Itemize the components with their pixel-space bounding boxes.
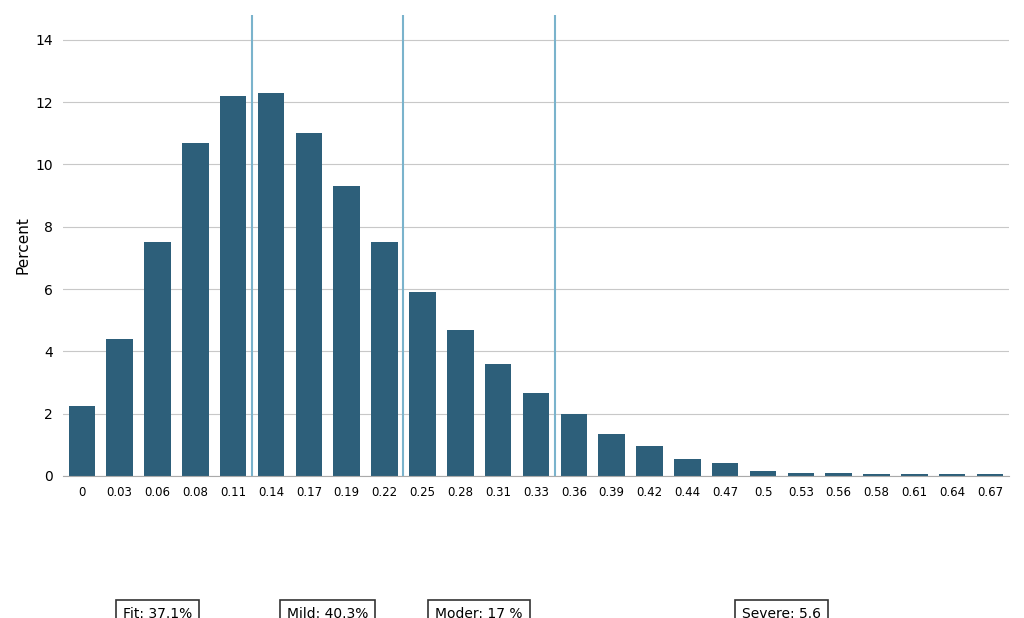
Bar xyxy=(939,474,966,476)
Bar xyxy=(258,93,285,476)
Bar xyxy=(863,473,890,476)
Bar xyxy=(372,242,397,476)
Bar xyxy=(560,413,587,476)
Y-axis label: Percent: Percent xyxy=(15,216,30,274)
Bar xyxy=(598,434,625,476)
Bar xyxy=(220,96,247,476)
Bar xyxy=(787,473,814,476)
Bar xyxy=(484,364,511,476)
Bar xyxy=(522,393,549,476)
Bar xyxy=(182,143,209,476)
Text: Fit: 37.1%: Fit: 37.1% xyxy=(123,607,193,618)
Text: Moder: 17 %: Moder: 17 % xyxy=(435,607,523,618)
Bar xyxy=(334,186,360,476)
Bar xyxy=(977,474,1004,476)
Bar xyxy=(750,471,776,476)
Bar xyxy=(712,464,738,476)
Text: Mild: 40.3%: Mild: 40.3% xyxy=(287,607,369,618)
Bar xyxy=(901,474,928,476)
Bar xyxy=(636,446,663,476)
Bar xyxy=(296,133,323,476)
Bar xyxy=(144,242,171,476)
Bar xyxy=(410,292,435,476)
Bar xyxy=(447,329,473,476)
Bar xyxy=(825,473,852,476)
Bar xyxy=(674,459,700,476)
Bar xyxy=(69,406,95,476)
Text: Severe: 5.6: Severe: 5.6 xyxy=(742,607,821,618)
Bar xyxy=(106,339,133,476)
